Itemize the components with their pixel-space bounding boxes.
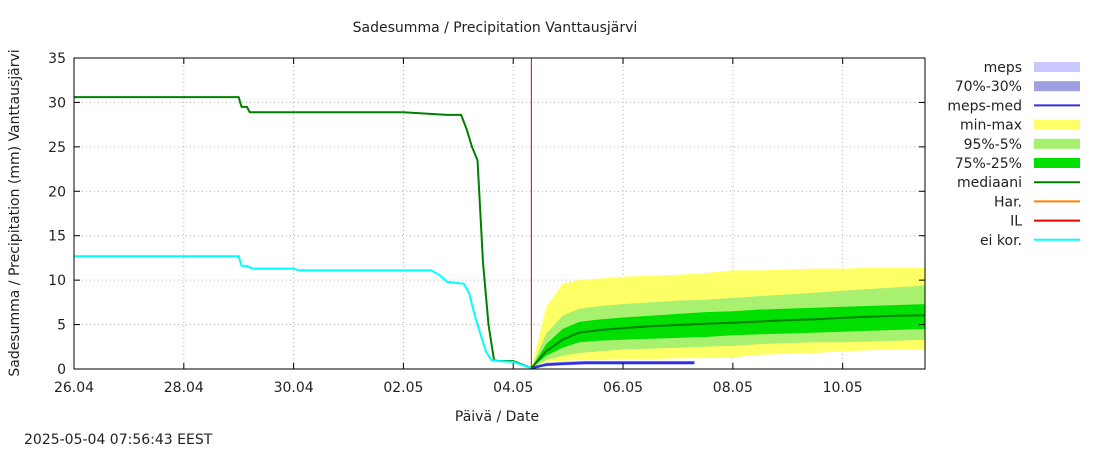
y-tick-label: 5: [57, 318, 66, 334]
legend-label-95-5: 95%-5%: [964, 137, 1022, 153]
legend: meps 70%-30% meps-med min-max 95%-5% 75%-25% m…: [947, 60, 1080, 249]
y-tick-label: 0: [57, 362, 66, 378]
series-line-mediaani-observed: [74, 96, 532, 370]
x-tick-label: 26.04: [54, 380, 94, 396]
y-tick-label: 10: [48, 273, 66, 289]
series-line-mediaani-forecast: [530, 314, 926, 369]
legend-label-75-25: 75%-25%: [955, 156, 1022, 172]
legend-swatch-meps: [1034, 62, 1080, 72]
legend-label-har: Har.: [994, 194, 1022, 210]
legend-label-min-max: min-max: [960, 118, 1022, 134]
legend-label-meps-med: meps-med: [947, 98, 1022, 114]
legend-swatch-min-max: [1034, 119, 1080, 130]
x-tick-label: 28.04: [164, 380, 204, 396]
y-tick-label: 35: [48, 51, 66, 67]
legend-swatch-70-30: [1034, 81, 1080, 92]
legend-label-70-30: 70%-30%: [955, 79, 1022, 95]
timestamp: 2025-05-04 07:56:43 EEST: [24, 432, 213, 448]
x-tick-label: 30.04: [274, 380, 314, 396]
y-tick-label: 15: [48, 229, 66, 245]
legend-swatch-75-25: [1034, 158, 1080, 168]
chart-title: Sadesumma / Precipitation Vanttausjärvi: [353, 20, 638, 36]
x-tick-label: 08.05: [713, 380, 753, 396]
x-axis-label: Päivä / Date: [455, 409, 539, 425]
legend-label-mediaani: mediaani: [957, 175, 1022, 191]
series-line-meps-med: [531, 361, 695, 370]
x-tick-label: 06.05: [603, 380, 643, 396]
y-axis-label: Sadesumma / Precipitation (mm) Vanttausj…: [7, 49, 23, 376]
plot-frame: [73, 57, 926, 370]
legend-swatch-95-5: [1034, 138, 1080, 149]
y-tick-label: 25: [48, 140, 66, 156]
legend-label-il: IL: [1010, 214, 1022, 230]
legend-label-meps: meps: [984, 60, 1022, 76]
plot-area: 0 5 10 15 20 25 30 35 26.04 28.04 30.04 02.05 04.05 0…: [48, 51, 926, 396]
band-75-25-: [531, 304, 925, 369]
legend-label-ei-kor: ei kor.: [980, 233, 1022, 249]
series-line-ei-kor-: [74, 255, 532, 370]
x-tick-label: 02.05: [383, 380, 423, 396]
y-tick-label: 20: [48, 184, 66, 200]
x-tick-label: 04.05: [493, 380, 533, 396]
y-tick-label: 30: [48, 95, 66, 111]
x-tick-label: 10.05: [823, 380, 863, 396]
